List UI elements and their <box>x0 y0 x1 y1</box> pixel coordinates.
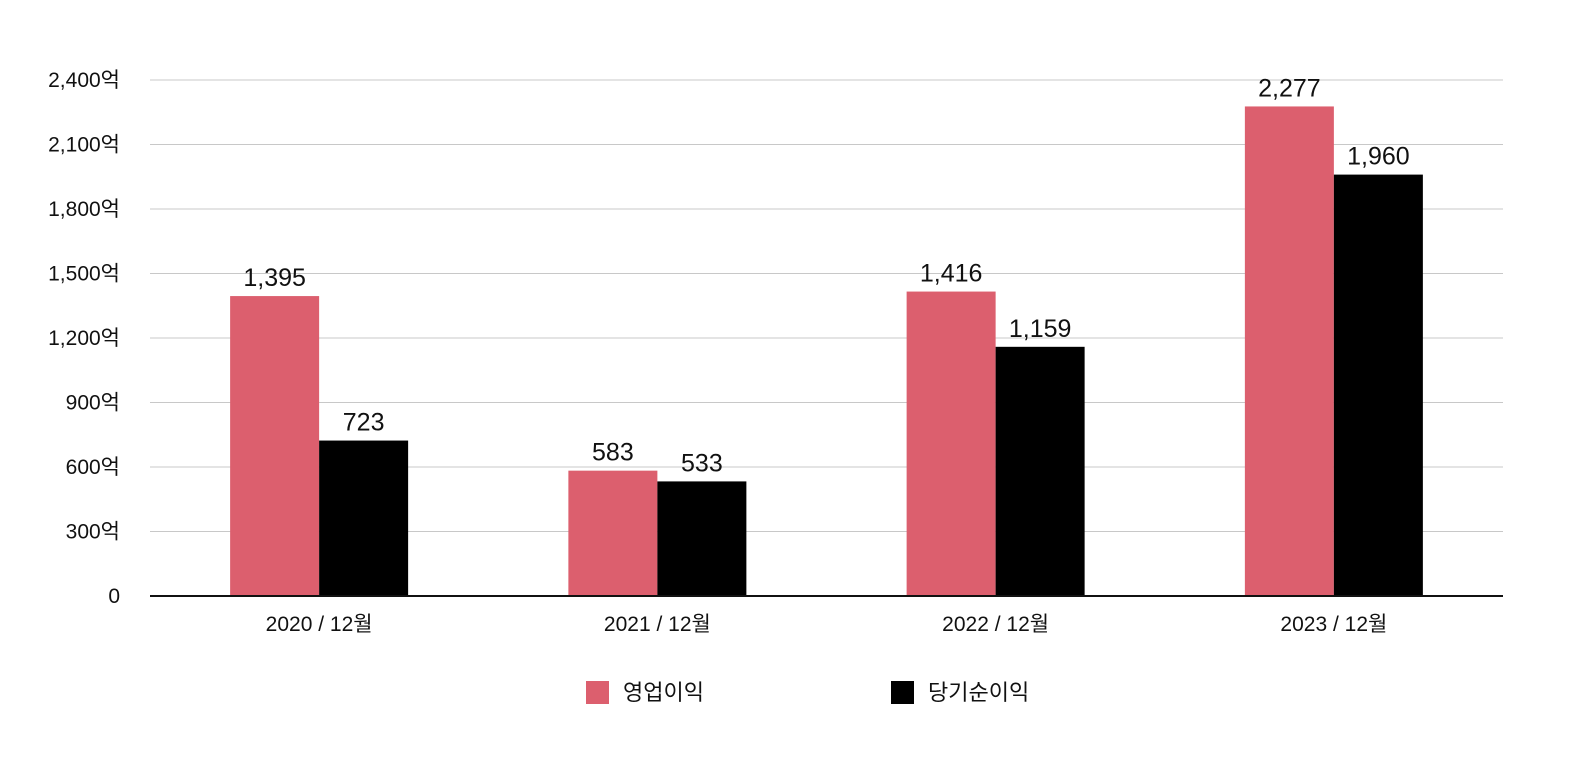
y-tick-label: 1,500억 <box>48 263 120 286</box>
y-axis-tick-labels: 0 300억 600억 900억 1,200억 1,500억 1,800억 2,100억 2,4… <box>48 69 120 608</box>
legend-swatch <box>891 681 914 704</box>
data-labels: 1,395 723 583 533 1,416 1,159 2,277 1,960 <box>243 74 1409 477</box>
x-tick-label: 2021 / 12월 <box>604 613 711 636</box>
bar-operating-profit <box>568 470 658 596</box>
y-tick-label: 2,400억 <box>48 69 120 92</box>
legend: 영업이익 당기순이익 <box>586 680 1029 705</box>
y-tick-label: 900억 <box>66 392 120 415</box>
legend-item: 당기순이익 <box>891 680 1029 705</box>
bar-net-income <box>1333 174 1423 596</box>
bars <box>230 106 1423 596</box>
bar-operating-profit <box>906 291 996 596</box>
bar-net-income <box>657 481 747 596</box>
data-label: 1,416 <box>920 260 983 288</box>
legend-label: 당기순이익 <box>928 680 1029 705</box>
y-tick-label: 2,100억 <box>48 134 120 157</box>
legend-swatch <box>586 681 609 704</box>
legend-item: 영업이익 <box>586 680 704 705</box>
y-tick-label: 1,800억 <box>48 198 120 221</box>
data-label: 723 <box>343 409 385 437</box>
bar-net-income <box>995 346 1085 596</box>
y-tick-label: 600억 <box>66 456 120 479</box>
data-label: 2,277 <box>1258 74 1321 102</box>
x-tick-label: 2020 / 12월 <box>266 613 373 636</box>
data-label: 1,159 <box>1009 315 1072 343</box>
x-tick-label: 2022 / 12월 <box>942 613 1049 636</box>
bar-operating-profit <box>1244 106 1334 596</box>
y-tick-label: 300억 <box>66 521 120 544</box>
data-label: 583 <box>592 439 634 467</box>
legend-label: 영업이익 <box>623 680 704 705</box>
bar-net-income <box>319 440 409 596</box>
data-label: 533 <box>681 449 723 477</box>
data-label: 1,960 <box>1347 143 1410 171</box>
bar-operating-profit <box>230 296 320 596</box>
x-tick-label: 2023 / 12월 <box>1280 613 1387 636</box>
x-axis-tick-labels: 2020 / 12월 2021 / 12월 2022 / 12월 2023 / 12월 <box>266 613 1388 636</box>
y-tick-label: 0 <box>108 585 120 608</box>
y-tick-label: 1,200억 <box>48 327 120 350</box>
data-label: 1,395 <box>243 264 306 292</box>
